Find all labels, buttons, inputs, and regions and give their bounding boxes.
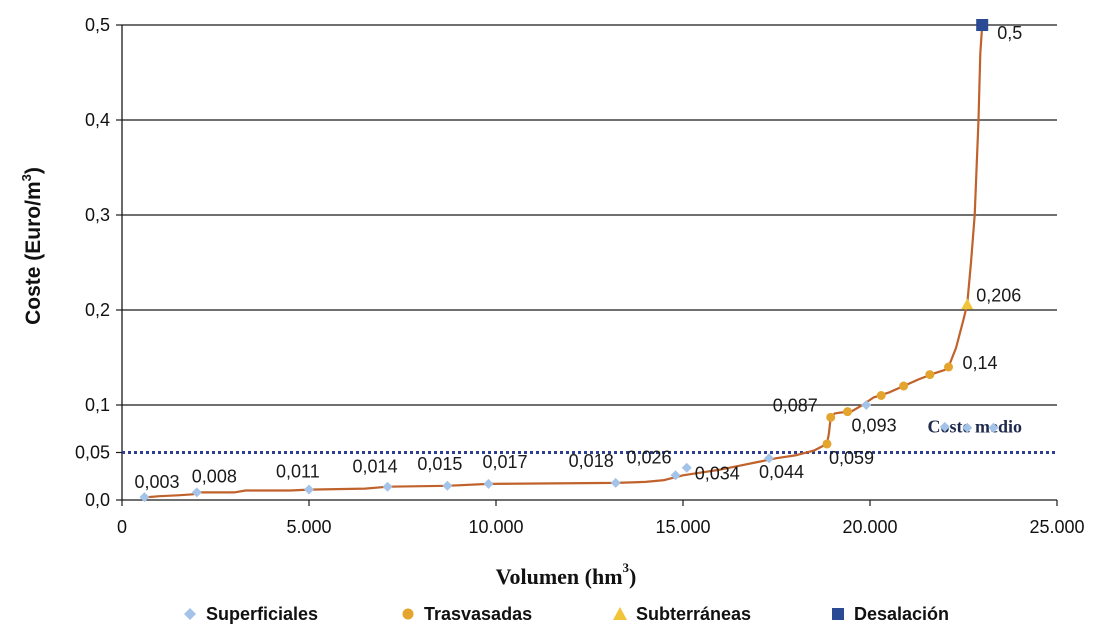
data-label: 0,017 [483, 452, 528, 472]
legend-label-trasvasadas: Trasvasadas [424, 604, 532, 624]
marker-superficiales [670, 470, 681, 481]
legend-marker-desalacion [832, 608, 844, 620]
data-markers [139, 19, 999, 503]
y-axis-title-main: Coste (Euro/m [22, 181, 45, 325]
y-axis-title: Coste (Euro/m3) [19, 167, 45, 325]
x-tick-label: 25.000 [1029, 517, 1084, 537]
axis-titles: Coste (Euro/m3) Volumen (hm3) [19, 167, 636, 589]
marker-superficiales [962, 422, 973, 433]
average-cost-line: Coste medio [122, 417, 1057, 454]
axes: 0,0 0,05 0,1 0,2 0,3 0,4 0,5 0 5.000 10.000 15.000… [75, 15, 1085, 537]
legend: Superficiales Trasvasadas Subterráneas Desa… [184, 604, 949, 624]
marker-superficiales [191, 487, 202, 498]
data-label: 0,011 [276, 462, 320, 482]
x-axis-title-end: ) [629, 564, 636, 589]
data-label: 0,008 [192, 466, 237, 486]
data-label: 0,059 [829, 448, 874, 468]
y-axis-title-end: ) [22, 167, 45, 174]
marker-superficiales [382, 481, 393, 492]
y-tick-label: 0,4 [85, 110, 110, 130]
y-tick-label: 0,05 [75, 443, 110, 463]
marker-trasvasadas [899, 381, 909, 391]
x-axis-title-main: Volumen (hm [496, 564, 623, 589]
x-tick-label: 10.000 [468, 517, 523, 537]
x-tick-label: 20.000 [842, 517, 897, 537]
data-label: 0,034 [695, 464, 740, 484]
marker-trasvasadas [876, 391, 886, 400]
marker-trasvasadas [925, 370, 935, 380]
y-tick-label: 0,1 [85, 395, 110, 415]
y-tick-label: 0,5 [85, 15, 110, 35]
marker-superficiales [988, 422, 999, 433]
gridlines [122, 24, 1057, 406]
data-labels: 0,003 0,008 0,011 0,014 0,015 0,017 0,018 0,026… [134, 23, 1022, 492]
marker-trasvasadas [826, 412, 836, 422]
marker-superficiales [764, 453, 775, 464]
data-label: 0,206 [976, 285, 1021, 305]
x-tick-label: 0 [117, 517, 127, 537]
marker-desalacion [976, 19, 989, 31]
marker-trasvasadas [843, 407, 853, 417]
marker-subterraneas [961, 298, 974, 310]
x-tick-label: 5.000 [286, 517, 331, 537]
data-label: 0,026 [627, 447, 672, 467]
x-axis-title: Volumen (hm3) [496, 560, 637, 589]
y-tick-label: 0,0 [85, 490, 110, 510]
data-label: 0,003 [134, 472, 179, 492]
marker-superficiales [304, 484, 314, 495]
marker-trasvasadas [944, 362, 954, 372]
data-label: 0,5 [997, 23, 1022, 43]
data-label: 0,014 [353, 457, 398, 477]
marker-superficiales [681, 462, 692, 473]
marker-superficiales [483, 478, 494, 489]
marker-superficiales [139, 492, 150, 503]
marker-trasvasadas [822, 439, 832, 449]
legend-marker-superficiales [184, 608, 196, 620]
marker-superficiales [610, 477, 621, 488]
data-label: 0,093 [852, 416, 897, 436]
data-label: 0,044 [759, 462, 804, 482]
data-label: 0,018 [569, 451, 614, 471]
y-axis-title-superscript: 3 [19, 174, 34, 181]
legend-label-desalacion: Desalación [854, 604, 949, 624]
x-axis-title-superscript: 3 [623, 560, 630, 575]
legend-label-superficiales: Superficiales [206, 604, 318, 624]
marker-superficiales [861, 400, 872, 410]
marker-superficiales [939, 421, 950, 432]
y-tick-label: 0,2 [85, 300, 110, 320]
y-tick-label: 0,3 [85, 205, 110, 225]
data-label: 0,14 [963, 353, 998, 373]
data-label: 0,015 [417, 454, 462, 474]
legend-marker-subterraneas [613, 607, 627, 620]
data-label: 0,087 [773, 395, 818, 415]
marker-superficiales [442, 480, 453, 491]
x-tick-label: 15.000 [655, 517, 710, 537]
reference-line-label: Coste medio [927, 417, 1021, 437]
legend-label-subterraneas: Subterráneas [636, 604, 751, 624]
legend-marker-trasvasadas [402, 608, 414, 620]
